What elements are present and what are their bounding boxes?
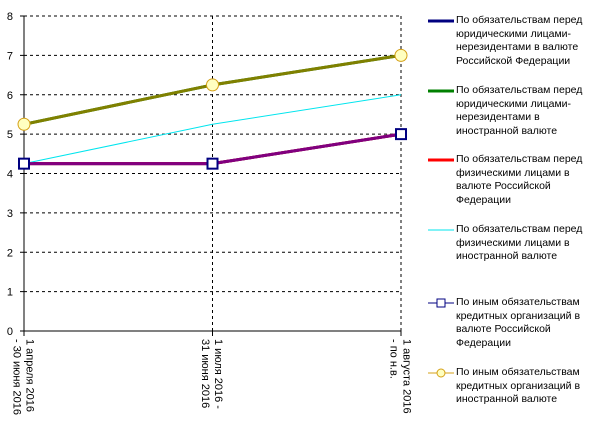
legend-swatch-4 (428, 229, 454, 231)
x-tick-label-1: 1 июля 2016 -31 июня 2016 (199, 339, 224, 409)
y-tick-labels: 0 1 2 3 4 5 6 7 8 (7, 11, 13, 338)
legend-label-3: По обязательствам перед физическими лица… (456, 153, 583, 206)
category-gridlines (212, 16, 402, 331)
x-tick-label-line: - по н.в. (388, 339, 400, 379)
y-tick-label-4: 4 (7, 169, 13, 181)
legend-label-1: По обязательствам перед юридическими лиц… (456, 14, 583, 67)
y-tick-label-6: 6 (7, 90, 13, 102)
x-tick-labels: 1 апреля 2016- 30 июня 2016 1 июля 2016 -… (11, 339, 413, 415)
y-tick-label-0: 0 (7, 326, 13, 338)
x-tick-label-2: 1 августа 2016- по н.в. (388, 339, 413, 414)
legend-label-5: По иным обязательствам кредитных организ… (456, 296, 581, 349)
series-5-point-1 (206, 157, 219, 170)
series-5-point-0 (18, 157, 30, 170)
axes (20, 15, 402, 336)
legend: По обязательствам перед юридическими лиц… (420, 0, 596, 446)
legend-swatch-2 (428, 89, 454, 93)
x-tick-label-0: 1 апреля 2016- 30 июня 2016 (11, 339, 36, 415)
y-tick-label-5: 5 (7, 129, 13, 141)
x-tick-label-line: 1 июля 2016 - (212, 339, 224, 409)
legend-swatch-1 (428, 19, 454, 23)
line-chart: 0 1 2 3 4 5 6 7 8 1 апреля 2016- 30 июня 2016 1 и… (7, 11, 413, 415)
legend-label-6: По иным обязательствам кредитных организ… (456, 366, 581, 405)
series-line-4 (23, 94, 402, 165)
x-tick-label-line: 1 апреля 2016 (24, 339, 36, 412)
series-markers (17, 48, 408, 170)
series-6-point-2 (394, 48, 408, 62)
legend-swatch-6 (428, 368, 454, 378)
y-tick-label-1: 1 (7, 287, 13, 299)
x-tick-label-line: 31 июня 2016 (199, 339, 211, 408)
y-tick-label-8: 8 (7, 11, 13, 23)
y-tick-label-7: 7 (7, 50, 13, 62)
series-6-point-1 (206, 78, 219, 92)
legend-label-4: По обязательствам перед физическими лица… (456, 223, 583, 262)
y-tick-label-3: 3 (7, 208, 13, 220)
y-tick-label-2: 2 (7, 247, 13, 259)
legend-swatch-5 (428, 298, 454, 308)
x-tick-label-line: - 30 июня 2016 (11, 339, 23, 415)
legend-swatch-3 (428, 158, 454, 162)
x-tick-label-line: 1 августа 2016 (401, 339, 413, 414)
series-5-point-2 (395, 128, 407, 141)
series-6-point-0 (17, 117, 31, 131)
legend-label-2: По обязательствам перед юридическими лиц… (456, 84, 583, 137)
